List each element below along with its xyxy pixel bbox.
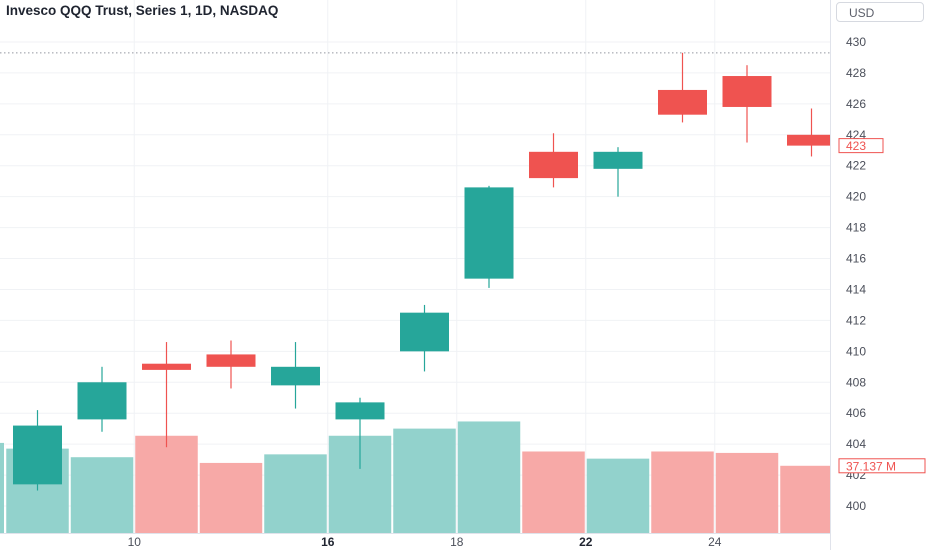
chart-title: Invesco QQQ Trust, Series 1, 1D, NASDAQ — [6, 3, 279, 18]
last-volume-label: 37.137 M — [846, 459, 896, 473]
time-tick-label: 24 — [708, 535, 722, 549]
time-tick-label: 10 — [128, 535, 142, 549]
volume-bar — [457, 421, 521, 533]
volume-bar — [522, 451, 585, 533]
currency-button[interactable]: USD — [836, 2, 924, 22]
price-tick-label: 430 — [846, 35, 866, 49]
time-axis-labels: 10 16 18 22 24 — [128, 535, 722, 549]
candle-body — [787, 134, 836, 146]
candle-body — [77, 382, 127, 420]
candle-body — [13, 425, 62, 485]
candle-body — [464, 187, 514, 279]
volume-bar — [715, 452, 779, 533]
volume-bar — [70, 457, 134, 533]
volume-bar — [0, 442, 4, 533]
volume-bar — [135, 435, 198, 533]
time-tick-label: 16 — [321, 535, 335, 549]
candlesticks — [13, 52, 836, 491]
volume-bar — [199, 462, 263, 533]
volume-bar — [651, 451, 714, 533]
price-tick-label: 400 — [846, 499, 866, 513]
candle-body — [593, 151, 643, 169]
last-volume-badge — [838, 458, 926, 474]
volume-bar — [393, 428, 456, 533]
price-tick-label: 426 — [846, 97, 866, 111]
price-tick-label: 420 — [846, 190, 866, 204]
time-tick-label: 22 — [579, 535, 593, 549]
last-price-label: 423 — [846, 139, 866, 153]
price-badges: 423 37.137 M — [838, 138, 926, 474]
last-price-badge — [838, 138, 884, 154]
price-tick-label: 422 — [846, 159, 866, 173]
price-tick-label: 412 — [846, 313, 866, 327]
candle-body — [271, 366, 320, 386]
price-tick-label: 428 — [846, 66, 866, 80]
candle-body — [722, 76, 772, 107]
candle-body — [335, 402, 385, 420]
volume-bars — [0, 421, 843, 533]
candle-body — [206, 354, 256, 367]
price-tick-label: 408 — [846, 375, 866, 389]
price-tick-label: 414 — [846, 282, 866, 296]
candle-body — [529, 151, 578, 179]
candle-body — [142, 363, 191, 370]
volume-bar — [264, 454, 327, 533]
candle-body — [658, 89, 707, 115]
time-tick-label: 18 — [450, 535, 464, 549]
price-tick-label: 406 — [846, 406, 866, 420]
volume-bar — [586, 458, 650, 533]
price-tick-label: 418 — [846, 221, 866, 235]
price-tick-label: 416 — [846, 252, 866, 266]
candle-body — [400, 312, 449, 352]
price-tick-label: 404 — [846, 437, 866, 451]
price-tick-label: 410 — [846, 344, 866, 358]
